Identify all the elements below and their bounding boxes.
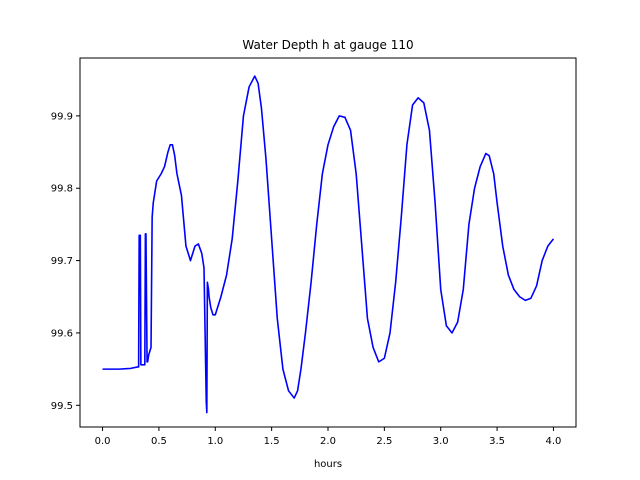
series-line-1 <box>102 75 555 414</box>
x-tick-label: 0.0 <box>95 436 111 447</box>
x-tick-label: 1.5 <box>264 436 280 447</box>
x-tick-label: 1.0 <box>207 436 223 447</box>
y-tick-label: 99.8 <box>51 184 73 195</box>
x-tick-label: 3.0 <box>433 436 449 447</box>
x-tick-label: 0.5 <box>151 436 167 447</box>
y-tick-label: 99.9 <box>51 111 73 122</box>
chart-title: Water Depth h at gauge 110 <box>242 38 413 52</box>
plot-area <box>102 75 555 414</box>
y-tick-label: 99.7 <box>51 256 73 267</box>
y-tick-label: 99.5 <box>51 401 73 412</box>
x-tick-label: 2.5 <box>376 436 392 447</box>
x-tick-label: 4.0 <box>546 436 562 447</box>
x-axis-ticks: 0.0 0.5 1.0 1.5 2.0 2.5 3.0 3.5 4.0 <box>95 427 562 447</box>
x-tick-label: 2.0 <box>320 436 336 447</box>
axes-frame <box>79 57 577 428</box>
y-axis-ticks: 99.5 99.6 99.7 99.8 99.9 <box>51 111 80 412</box>
y-tick-label: 99.6 <box>51 328 73 339</box>
x-tick-label: 3.5 <box>489 436 505 447</box>
x-axis-label: hours <box>314 459 342 470</box>
